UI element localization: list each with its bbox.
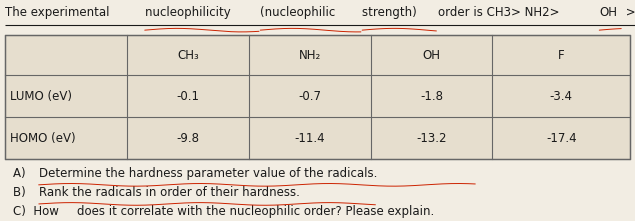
Text: LUMO (eV): LUMO (eV)	[10, 90, 72, 103]
Text: (nucleophilic: (nucleophilic	[260, 6, 339, 19]
Text: -13.2: -13.2	[417, 131, 447, 145]
Text: CH₃: CH₃	[177, 49, 199, 62]
Text: strength): strength)	[362, 6, 420, 19]
Text: -9.8: -9.8	[177, 131, 199, 145]
Text: Determine the hardness parameter value of the radicals.: Determine the hardness parameter value o…	[39, 167, 377, 180]
Text: -0.1: -0.1	[177, 90, 199, 103]
Text: -17.4: -17.4	[546, 131, 577, 145]
Text: > F.: > F.	[622, 6, 635, 19]
Text: HOMO (eV): HOMO (eV)	[10, 131, 76, 145]
Text: -3.4: -3.4	[550, 90, 573, 103]
Text: -11.4: -11.4	[295, 131, 325, 145]
Text: C)  How: C) How	[13, 205, 62, 218]
Text: order is CH3> NH2>: order is CH3> NH2>	[438, 6, 563, 19]
Text: F: F	[558, 49, 565, 62]
Text: -1.8: -1.8	[420, 90, 443, 103]
Text: Rank the radicals in order of their hardness.: Rank the radicals in order of their hard…	[39, 186, 300, 199]
Text: OH: OH	[599, 6, 617, 19]
Text: B): B)	[13, 186, 33, 199]
Text: OH: OH	[422, 49, 441, 62]
Text: -0.7: -0.7	[298, 90, 321, 103]
Text: The experimental: The experimental	[5, 6, 113, 19]
Text: NH₂: NH₂	[298, 49, 321, 62]
Text: nucleophilicity: nucleophilicity	[145, 6, 234, 19]
Text: A): A)	[13, 167, 33, 180]
Text: does it correlate with the nucleophilic order? Please explain.: does it correlate with the nucleophilic …	[77, 205, 434, 218]
